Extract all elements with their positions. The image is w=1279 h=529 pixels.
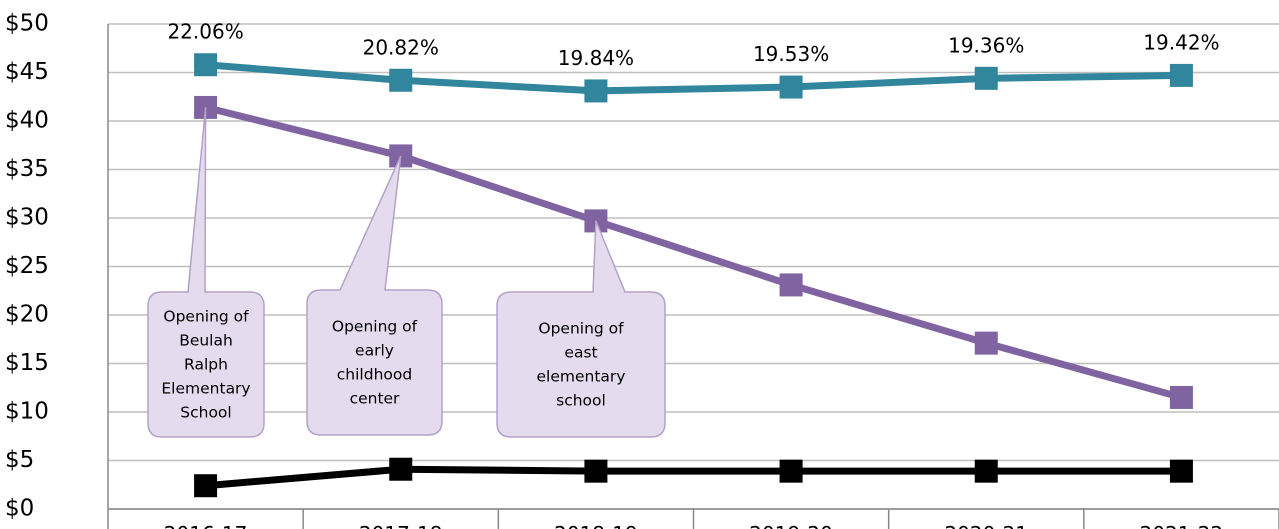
marker (584, 79, 608, 103)
series-line (204, 104, 1183, 401)
callout-text: Elementary (161, 380, 250, 398)
marker (1169, 63, 1193, 87)
callout-text: elementary (537, 368, 626, 386)
marker (779, 273, 803, 297)
y-tick-label: $15 (5, 350, 49, 376)
marker (779, 459, 803, 483)
callout-text: Opening of (538, 320, 624, 338)
x-tick-label: 2018-19 (554, 522, 638, 529)
x-tick-label: 2020-21 (944, 522, 1028, 529)
y-tick-label: $20 (5, 302, 49, 328)
callout (147, 107, 265, 438)
marker (389, 457, 413, 481)
callout-text: Beulah (179, 332, 233, 350)
marker (1169, 385, 1193, 409)
y-tick-label: $25 (5, 253, 49, 279)
x-tick-label: 2016-17 (164, 522, 248, 529)
data-label: 19.53% (753, 42, 829, 66)
y-tick-label: $10 (5, 399, 49, 425)
data-label: 19.84% (558, 46, 634, 70)
marker (974, 459, 998, 483)
callout-text: center (350, 390, 400, 408)
data-label: 20.82% (363, 35, 439, 59)
marker (194, 474, 218, 498)
marker (779, 75, 803, 99)
y-tick-label: $45 (5, 59, 49, 85)
callout-text: east (564, 344, 597, 362)
marker (1169, 459, 1193, 483)
y-tick-label: $35 (5, 156, 49, 182)
callout-text: childhood (337, 366, 412, 384)
data-label: 19.36% (948, 33, 1024, 57)
callout (496, 220, 666, 438)
data-label: 22.06% (167, 20, 243, 44)
marker (194, 53, 218, 77)
callout (306, 155, 443, 436)
marker (584, 459, 608, 483)
marker (974, 331, 998, 355)
callout-text: School (180, 404, 231, 422)
callout-text: Opening of (332, 318, 418, 336)
x-tick-label: 2021-22 (1140, 522, 1224, 529)
series-line (205, 61, 1182, 95)
x-tick-label: 2019-20 (749, 522, 833, 529)
callout-text: Opening of (163, 308, 249, 326)
marker (974, 66, 998, 90)
x-tick-label: 2017-18 (359, 522, 443, 529)
y-tick-label: $5 (5, 447, 34, 473)
y-tick-label: $50 (5, 11, 49, 37)
callout-text: school (556, 392, 606, 410)
callout-text: early (355, 342, 394, 360)
marker (389, 68, 413, 92)
y-tick-label: $0 (5, 496, 34, 522)
y-tick-label: $30 (5, 205, 49, 231)
data-label: 19.42% (1143, 30, 1219, 54)
y-tick-label: $40 (5, 108, 49, 134)
callout-text: Ralph (184, 356, 228, 374)
series-line (205, 465, 1182, 490)
